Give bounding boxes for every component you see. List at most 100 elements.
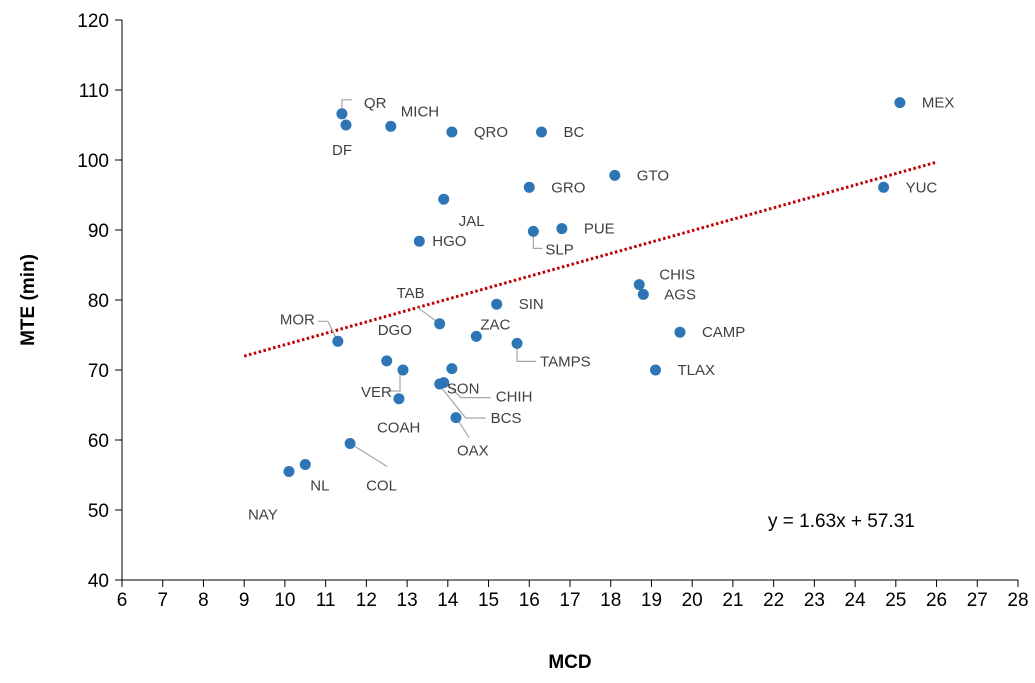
data-point-dgo bbox=[381, 355, 393, 367]
data-point-mor bbox=[332, 335, 344, 347]
data-point-bc bbox=[535, 126, 547, 138]
data-point-hgo bbox=[413, 235, 425, 247]
data-point-jal bbox=[438, 193, 450, 205]
data-point-nay bbox=[283, 466, 295, 477]
point-label-zac: ZAC bbox=[480, 316, 510, 333]
axes bbox=[121, 20, 1018, 581]
data-point-qr bbox=[336, 108, 348, 120]
x-tick-label: 26 bbox=[926, 590, 947, 611]
point-label-mex: MEX bbox=[922, 95, 955, 112]
leader-line-tamps bbox=[516, 347, 537, 362]
x-tick-label: 9 bbox=[239, 590, 250, 611]
point-label-pue: PUE bbox=[584, 221, 615, 238]
data-point-son bbox=[446, 363, 458, 375]
x-tick-label: 12 bbox=[356, 590, 377, 611]
point-label-bcs: BCS bbox=[491, 410, 522, 427]
point-label-dgo: DGO bbox=[378, 322, 412, 339]
leader-line-mor bbox=[317, 320, 337, 338]
x-tick-label: 16 bbox=[519, 590, 540, 611]
data-point-ver bbox=[397, 364, 409, 376]
point-label-tlax: TLAX bbox=[678, 362, 716, 379]
leader-line-ver bbox=[389, 373, 401, 392]
data-point-camp bbox=[674, 326, 686, 338]
point-label-ver: VER bbox=[361, 384, 392, 401]
data-point-yuc bbox=[878, 181, 890, 193]
data-point-chis bbox=[633, 279, 645, 291]
data-point-tlax bbox=[650, 364, 662, 376]
x-tick-label: 8 bbox=[198, 590, 209, 611]
y-tick-label: 50 bbox=[88, 501, 109, 522]
x-tick-label: 13 bbox=[397, 590, 418, 611]
x-tick-label: 15 bbox=[478, 590, 499, 611]
x-tick-label: 11 bbox=[316, 590, 336, 611]
data-point-tab bbox=[434, 318, 446, 330]
point-label-gro: GRO bbox=[551, 179, 585, 196]
point-label-chih: CHIH bbox=[496, 389, 533, 406]
point-label-nl: NL bbox=[310, 478, 329, 495]
label-leader-lines bbox=[317, 99, 543, 468]
point-label-nay: NAY bbox=[248, 507, 278, 524]
data-point-nl bbox=[299, 459, 311, 470]
data-point-bcs bbox=[434, 378, 446, 390]
data-point-ags bbox=[637, 288, 649, 300]
data-point-df bbox=[340, 119, 352, 131]
x-tick-label: 19 bbox=[641, 590, 662, 611]
x-tick-label: 17 bbox=[559, 590, 580, 611]
y-tick-label: 40 bbox=[88, 571, 109, 592]
y-ticks: 40 50 60 70 80 90 100 110 120 bbox=[77, 11, 122, 592]
leader-line-chih bbox=[447, 384, 491, 399]
x-tick-label: 20 bbox=[682, 590, 703, 611]
x-tick-label: 7 bbox=[157, 590, 168, 611]
y-tick-label: 70 bbox=[88, 361, 109, 382]
leader-line-qr bbox=[341, 99, 352, 110]
y-tick-label: 90 bbox=[88, 221, 109, 242]
point-label-gto: GTO bbox=[637, 167, 669, 184]
data-point-zac bbox=[470, 330, 482, 342]
x-tick-label: 23 bbox=[804, 590, 825, 611]
data-point-tamps bbox=[511, 337, 523, 349]
point-label-yuc: YUC bbox=[906, 179, 938, 196]
x-tick-label: 18 bbox=[600, 590, 621, 611]
point-label-mor: MOR bbox=[280, 311, 315, 328]
y-tick-label: 110 bbox=[79, 81, 109, 102]
data-point-coah bbox=[393, 393, 405, 405]
x-tick-label: 21 bbox=[722, 590, 743, 611]
point-label-bc: BC bbox=[563, 124, 584, 141]
leader-line-oax bbox=[458, 421, 470, 438]
x-axis-title: MCD bbox=[548, 652, 591, 673]
x-tick-label: 6 bbox=[117, 590, 128, 611]
x-tick-label: 28 bbox=[1007, 590, 1028, 611]
point-label-col: COL bbox=[366, 478, 397, 495]
data-points bbox=[283, 97, 906, 477]
data-point-col bbox=[344, 438, 356, 449]
trendline bbox=[243, 160, 937, 358]
point-label-jal: JAL bbox=[459, 213, 485, 230]
data-point-gro bbox=[523, 181, 535, 193]
y-tick-label: 120 bbox=[77, 11, 109, 32]
data-point-slp bbox=[527, 225, 539, 237]
point-label-camp: CAMP bbox=[702, 324, 745, 341]
leader-line-slp bbox=[532, 235, 543, 249]
data-point-qro bbox=[446, 126, 458, 138]
point-label-tab: TAB bbox=[397, 285, 425, 302]
y-tick-label: 100 bbox=[77, 151, 109, 172]
data-point-pue bbox=[556, 223, 568, 235]
leader-line-tab bbox=[416, 306, 437, 322]
data-point-oax bbox=[450, 412, 462, 424]
x-tick-label: 24 bbox=[845, 590, 867, 611]
y-tick-label: 60 bbox=[88, 431, 109, 452]
x-tick-label: 14 bbox=[437, 590, 459, 611]
data-point-gto bbox=[609, 169, 621, 181]
x-tick-label: 27 bbox=[967, 590, 988, 611]
x-tick-label: 10 bbox=[274, 590, 295, 611]
point-label-son: SON bbox=[447, 381, 480, 398]
point-label-df: DF bbox=[332, 142, 352, 159]
point-label-chis: CHIS bbox=[659, 267, 695, 284]
leader-line-col bbox=[354, 445, 388, 468]
y-axis-title: MTE (min) bbox=[18, 254, 39, 346]
point-label-hgo: HGO bbox=[432, 233, 466, 250]
point-labels: QR DF MICH QRO BC MEX GTO GRO YUC JAL PUE SLP HGO CHI… bbox=[248, 95, 954, 524]
trendline-equation: y = 1.63x + 57.31 bbox=[768, 511, 915, 532]
point-label-mich: MICH bbox=[401, 103, 439, 120]
